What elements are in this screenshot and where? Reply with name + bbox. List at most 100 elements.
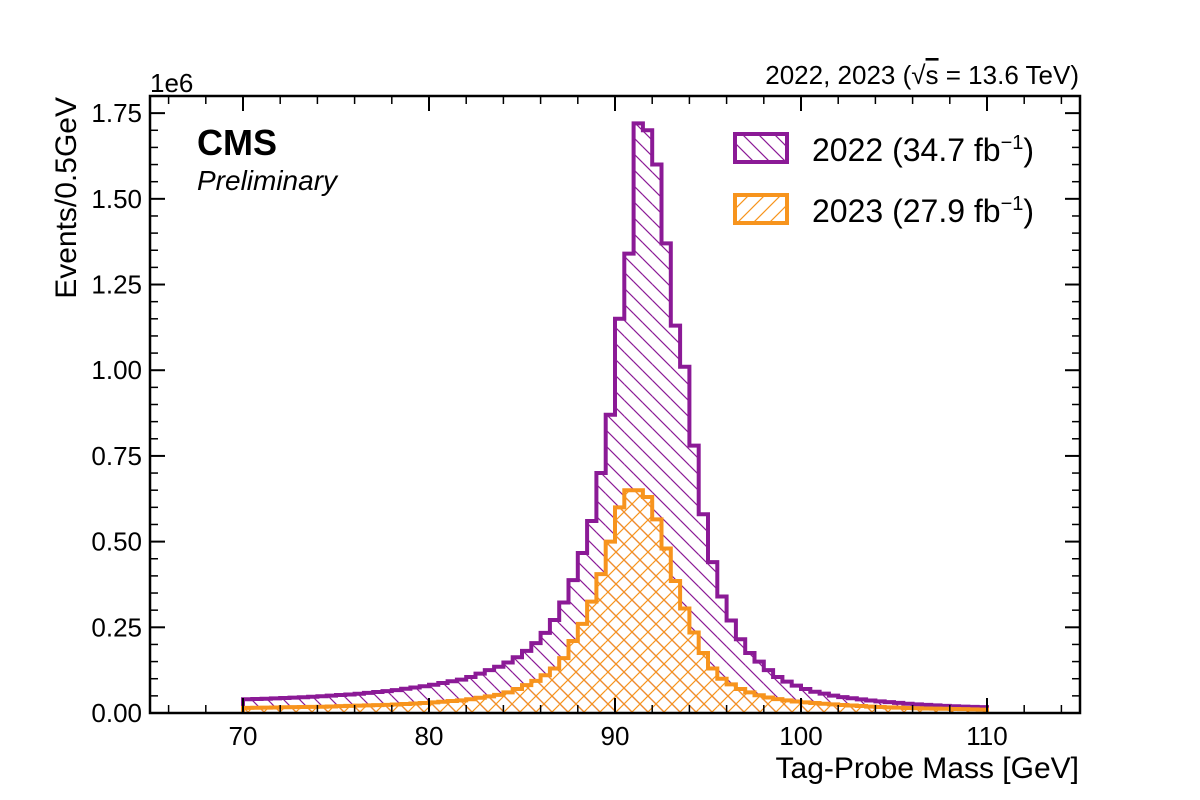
y-tick-label: 0.50 bbox=[91, 527, 142, 557]
hist-bar bbox=[698, 653, 708, 713]
hist-bar bbox=[587, 601, 597, 713]
hist-bar bbox=[577, 623, 588, 713]
hist-bar bbox=[689, 632, 699, 713]
hist-bar bbox=[345, 705, 355, 713]
axes: 70 80 90 100 110 0.00 0.25 0.50 0.75 1.00 1.25 1.50… bbox=[91, 94, 1082, 751]
hist-bar bbox=[522, 650, 532, 713]
legend-swatch-2023 bbox=[733, 193, 789, 225]
y-tick-label: 1.75 bbox=[91, 98, 142, 128]
hist-bar bbox=[633, 123, 643, 713]
hist-bar bbox=[345, 694, 355, 713]
x-tick-label: 110 bbox=[966, 721, 1007, 751]
hist-bar bbox=[531, 680, 541, 713]
hist-bar bbox=[280, 707, 290, 713]
legend-label-2022: 2022 (34.7 fb−1) bbox=[812, 132, 1034, 168]
hist-bar bbox=[401, 688, 411, 713]
legend-label-2023: 2023 (27.9 fb−1) bbox=[812, 193, 1034, 229]
hist-bar bbox=[438, 701, 448, 713]
hist-bar bbox=[540, 675, 550, 713]
hist-bar bbox=[884, 707, 894, 713]
hist-bar bbox=[717, 678, 727, 713]
hist-bar bbox=[382, 704, 392, 713]
y-tick-label: 1.00 bbox=[91, 355, 142, 385]
hist-bar bbox=[847, 705, 857, 713]
hist-bar bbox=[354, 693, 364, 713]
hist-bar bbox=[447, 681, 457, 713]
hist-bar bbox=[708, 562, 718, 713]
hist-bar bbox=[801, 702, 811, 713]
hist-bar bbox=[828, 704, 839, 713]
hist-bar bbox=[940, 708, 950, 713]
hist-bar bbox=[540, 632, 550, 713]
hist-bar bbox=[429, 684, 439, 713]
hist-bar bbox=[763, 697, 774, 713]
hist-bar bbox=[391, 690, 402, 713]
hist-bar bbox=[243, 707, 253, 713]
cms-sublabel: Preliminary bbox=[197, 165, 339, 196]
hist-bar bbox=[698, 514, 708, 713]
hist-bar bbox=[670, 581, 681, 713]
hist-bar bbox=[336, 695, 346, 713]
hist-bar bbox=[773, 677, 783, 713]
hist-bar bbox=[410, 687, 420, 713]
hist-bar bbox=[726, 684, 736, 713]
hist-bar bbox=[308, 696, 318, 713]
hist-bar bbox=[875, 707, 885, 713]
hist-bar bbox=[912, 708, 922, 713]
hist-bar bbox=[252, 707, 262, 713]
hist-bar bbox=[363, 705, 374, 713]
hist-outline bbox=[241, 488, 989, 713]
hist-outline bbox=[241, 121, 989, 713]
hist-bar bbox=[363, 692, 374, 713]
legend: 2022 (34.7 fb−1) 2023 (27.9 fb−1) bbox=[733, 132, 1034, 229]
hist-bar bbox=[475, 673, 485, 713]
hist-bar bbox=[261, 707, 271, 713]
hist-bar bbox=[652, 519, 662, 713]
hist-bar bbox=[894, 707, 904, 713]
x-axis-title: Tag-Probe Mass [GeV] bbox=[776, 752, 1079, 785]
hist-bar bbox=[596, 574, 606, 713]
hist-bar bbox=[373, 705, 383, 713]
y-tick-label: 0.25 bbox=[91, 612, 142, 642]
hist-bar bbox=[782, 681, 792, 713]
hist-bar bbox=[921, 708, 932, 713]
hist-bar bbox=[819, 703, 829, 713]
hist-bar bbox=[522, 685, 532, 713]
hist-bar bbox=[298, 707, 309, 713]
hist-bar bbox=[642, 130, 653, 713]
hist-bar bbox=[549, 668, 560, 713]
y-tick-label: 0.75 bbox=[91, 441, 142, 471]
hist-bar bbox=[354, 705, 364, 713]
hist-bar bbox=[447, 701, 457, 713]
y-tick-label: 1.50 bbox=[91, 184, 142, 214]
hist-bar bbox=[615, 507, 625, 713]
hist-bar bbox=[419, 702, 429, 713]
hist-bar bbox=[773, 699, 783, 713]
hist-bar bbox=[949, 708, 960, 713]
hist-bar bbox=[810, 703, 820, 713]
hist-bar bbox=[317, 696, 327, 713]
hist-bar bbox=[438, 683, 448, 713]
hist-bar bbox=[661, 243, 671, 713]
hist-bar bbox=[289, 707, 299, 713]
hist-bar bbox=[680, 366, 690, 713]
hist-bar bbox=[745, 653, 755, 713]
hist-bar bbox=[466, 699, 476, 713]
hist-bar bbox=[503, 692, 513, 713]
luminosity-header: 2022, 2023 (√s = 13.6 TeV) bbox=[765, 60, 1079, 90]
hist-bar bbox=[475, 697, 485, 713]
hist-bar bbox=[568, 641, 578, 713]
hist-bar bbox=[633, 490, 643, 713]
cms-label: CMS bbox=[197, 122, 277, 163]
hist-bar bbox=[735, 689, 746, 713]
hist-bar bbox=[763, 670, 774, 713]
x-tick-label: 70 bbox=[229, 721, 258, 751]
hist-bar bbox=[745, 692, 755, 713]
hist-bar bbox=[866, 706, 876, 713]
hist-bar bbox=[708, 668, 718, 713]
hist-bar bbox=[494, 694, 504, 713]
legend-entry-2022: 2022 (34.7 fb−1) bbox=[733, 132, 1034, 168]
hist-bar bbox=[456, 700, 467, 713]
hist-bar bbox=[670, 325, 681, 713]
